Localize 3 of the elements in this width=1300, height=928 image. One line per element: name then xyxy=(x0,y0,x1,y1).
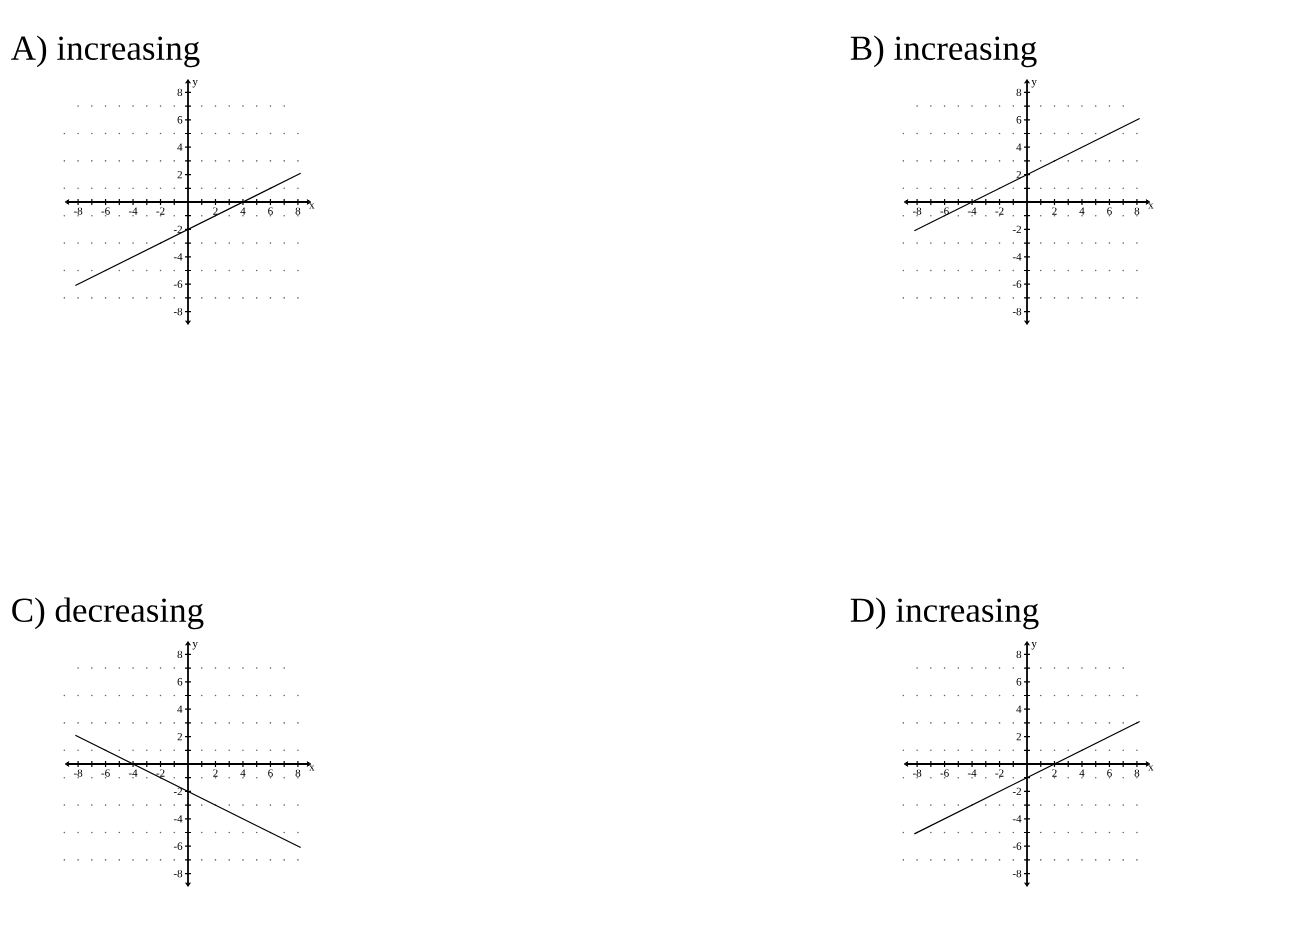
chart-title: C) decreasing xyxy=(12,597,204,630)
chart-title: B) increasing xyxy=(850,35,1037,68)
chart-title: D) increasing xyxy=(850,597,1039,630)
